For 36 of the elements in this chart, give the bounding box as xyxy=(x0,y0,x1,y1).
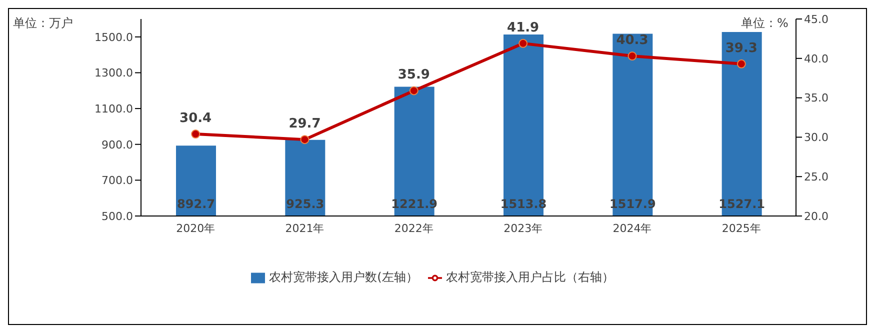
annotation: 单位：% xyxy=(741,15,788,32)
data-label: 892.7 xyxy=(177,197,215,211)
y-tick-label: 900.0 xyxy=(102,138,133,152)
y-tick-label: 1100.0 xyxy=(94,102,133,116)
y2-tick-label: 40.0 xyxy=(804,52,828,66)
x-tick-label: 2025年 xyxy=(722,222,761,235)
y-tick-label: 1500.0 xyxy=(94,30,133,44)
x-tick-label: 2024年 xyxy=(612,222,652,235)
y2-tick-label: 35.0 xyxy=(804,92,828,105)
y2-tick-label: 20.0 xyxy=(804,210,828,223)
y-tick-label: 700.0 xyxy=(102,174,133,188)
point xyxy=(736,59,746,68)
legend-label: 农村宽带接入用户数(左轴） xyxy=(269,270,418,284)
x-tick-label: 2023年 xyxy=(504,222,543,235)
point xyxy=(191,130,200,139)
legend-label: 农村宽带接入用户占比（右轴） xyxy=(446,270,614,284)
text: 单位：万户 xyxy=(13,15,73,32)
x-tick-label: 2022年 xyxy=(394,222,434,235)
x-tick-label: 2020年 xyxy=(176,222,216,235)
data-label: 39.3 xyxy=(725,40,758,56)
data-label: 925.3 xyxy=(286,197,324,211)
point xyxy=(409,86,418,96)
y2-tick-label: 25.0 xyxy=(804,170,828,184)
data-label: 30.4 xyxy=(180,111,212,126)
data-label: 35.9 xyxy=(398,68,430,83)
y-tick-label: 1300.0 xyxy=(94,66,133,80)
x-tick-label: 2021年 xyxy=(285,222,324,235)
y2-tick-label: 45.0 xyxy=(804,12,828,26)
data-label: 40.3 xyxy=(616,33,648,48)
data-label: 41.9 xyxy=(507,20,540,36)
y2-tick-label: 30.0 xyxy=(804,131,828,144)
y-tick-label: 500.0 xyxy=(102,210,133,223)
data-label: 29.7 xyxy=(288,116,321,132)
point xyxy=(518,38,528,48)
point xyxy=(628,52,637,61)
point xyxy=(300,135,310,144)
